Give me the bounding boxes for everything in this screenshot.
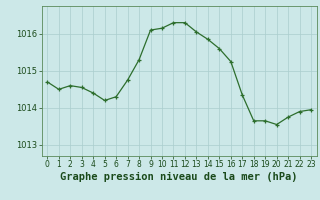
X-axis label: Graphe pression niveau de la mer (hPa): Graphe pression niveau de la mer (hPa) (60, 172, 298, 182)
